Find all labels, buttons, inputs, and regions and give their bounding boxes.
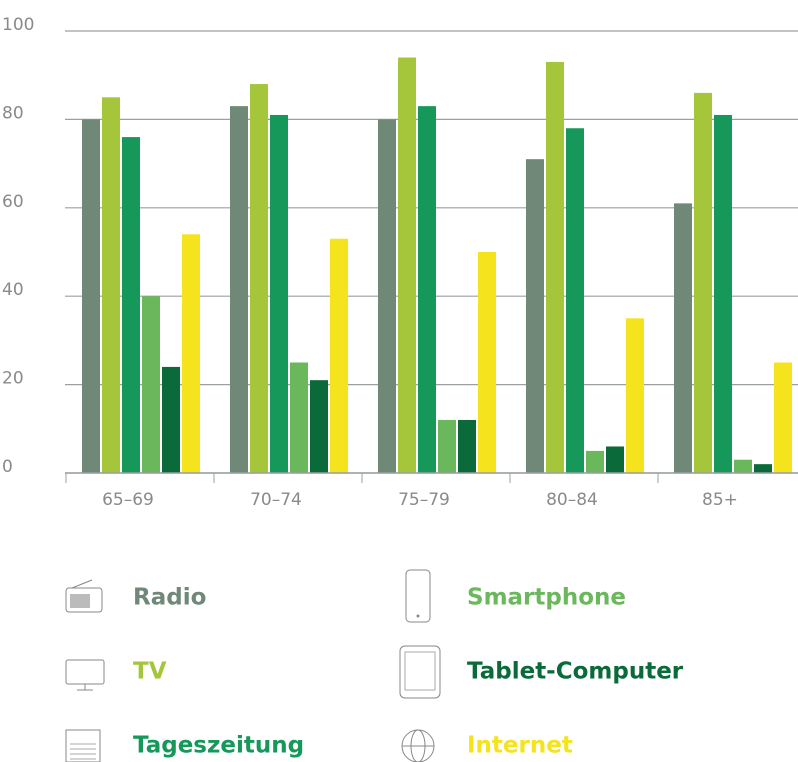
x-tick-label: 85+ [702, 490, 738, 510]
legend-label: Smartphone [467, 585, 626, 611]
bar [478, 252, 496, 473]
bar [458, 419, 476, 473]
x-tick-label: 80–84 [546, 490, 598, 510]
bar [674, 203, 692, 473]
bar [418, 106, 436, 473]
bar [546, 61, 564, 473]
bar [310, 380, 328, 473]
bar [250, 84, 268, 473]
bar [330, 238, 348, 473]
bar [122, 137, 140, 473]
bar [102, 97, 120, 474]
bar [566, 128, 584, 474]
bar [82, 119, 100, 474]
icon [65, 587, 103, 613]
icon [65, 659, 105, 685]
icon [71, 579, 93, 589]
icon [399, 645, 441, 699]
bar [398, 57, 416, 474]
legend-label: Radio [133, 585, 206, 611]
bar [142, 296, 160, 473]
bar [754, 464, 772, 473]
icon [404, 651, 436, 691]
bar [378, 119, 396, 474]
bar [606, 446, 624, 473]
y-tick-label: 20 [2, 369, 24, 389]
bar [694, 92, 712, 473]
legend-label: Tageszeitung [133, 733, 304, 759]
icon [405, 569, 431, 623]
y-tick-label: 40 [2, 280, 24, 300]
bar [162, 366, 180, 473]
bar [290, 362, 308, 473]
x-tick-label: 65–69 [102, 490, 154, 510]
bar [438, 419, 456, 473]
bar [774, 362, 792, 473]
bar [270, 114, 288, 473]
y-tick-label: 60 [2, 192, 24, 212]
legend-label: Internet [467, 733, 573, 759]
bar [526, 159, 544, 473]
icon [65, 729, 101, 762]
legend-label: Tablet-Computer [467, 659, 684, 685]
bar [230, 106, 248, 473]
legend-label: TV [133, 659, 167, 685]
bar [586, 450, 604, 473]
y-tick-label: 80 [2, 103, 24, 123]
y-tick-label: 100 [2, 15, 34, 35]
bar [734, 459, 752, 473]
y-tick-label: 0 [2, 457, 13, 477]
icon [416, 614, 420, 618]
icon [70, 594, 90, 608]
bar [714, 114, 732, 473]
bar [626, 318, 644, 473]
x-tick-label: 75–79 [398, 490, 450, 510]
x-tick-label: 70–74 [250, 490, 302, 510]
bar [182, 234, 200, 473]
